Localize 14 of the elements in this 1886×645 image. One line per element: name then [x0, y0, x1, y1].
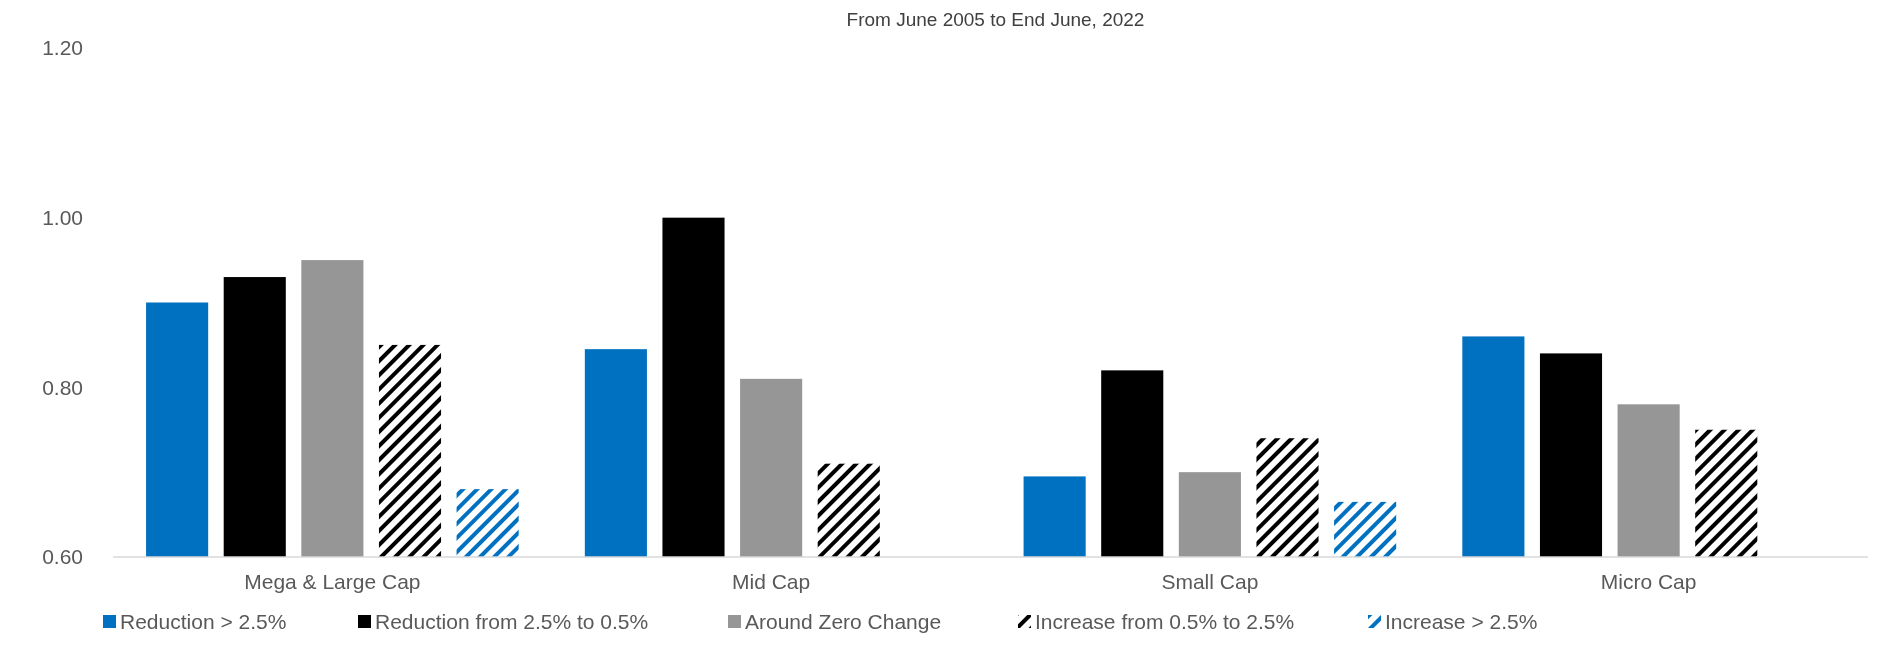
chart-subtitle: From June 2005 to End June, 2022 — [846, 9, 1145, 30]
y-tick-label: 0.60 — [42, 545, 83, 569]
legend-label: Increase from 0.5% to 2.5% — [1035, 610, 1295, 634]
x-tick-label: Mid Cap — [732, 570, 811, 593]
legend-label: Around Zero Change — [745, 610, 942, 634]
legend-label: Increase > 2.5% — [1385, 610, 1538, 634]
y-tick-label: 0.80 — [42, 375, 83, 399]
x-tick-label: Micro Cap — [1600, 570, 1697, 593]
y-tick-label: 1.20 — [42, 36, 83, 60]
x-tick-label: Mega & Large Cap — [244, 570, 421, 593]
x-tick-label: Small Cap — [1161, 570, 1259, 593]
legend-label: Reduction > 2.5% — [120, 610, 287, 634]
legend-label: Reduction from 2.5% to 0.5% — [375, 610, 649, 634]
y-tick-label: 1.00 — [42, 206, 83, 230]
